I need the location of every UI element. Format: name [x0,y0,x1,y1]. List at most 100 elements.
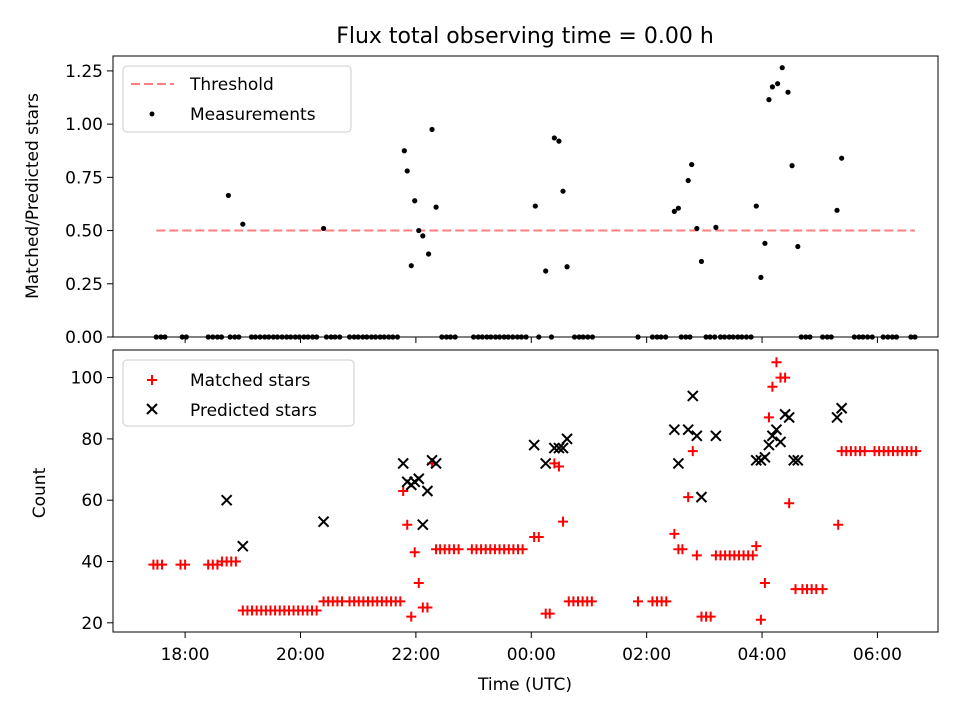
bottom-legend: Matched stars Predicted stars [122,359,355,427]
matched-star-point [755,614,766,625]
matched-star-point [517,544,528,555]
measurement-point [412,198,418,204]
matched-star-point [780,372,791,383]
measurement-point [820,334,826,340]
predicted-star-point [835,402,848,414]
top-y-tick-label: 1.25 [65,62,103,82]
measurement-point [514,334,521,340]
measurement-point [284,334,290,340]
measurement-point [479,334,485,340]
top-panel-title: Flux total observing time = 0.00 h [336,24,714,49]
measurement-point [158,334,164,340]
bottom-y-tick-label: 20 [81,614,103,634]
measurement-point [377,334,383,340]
matched-star-point [747,550,758,561]
measurement-point [824,334,830,340]
predicted-star-point [687,390,699,402]
measurement-point [408,263,414,269]
matched-star-point [705,611,716,622]
predicted-star-point [774,436,787,448]
predicted-star-point [421,485,434,497]
measurement-point [635,334,641,340]
matched-star-point [763,412,774,423]
matched-star-point [409,547,420,558]
measurement-point [654,334,660,340]
measurements-legend-swatch [149,111,155,117]
measurement-point [889,334,896,340]
bottom-x-tick-label: 00:00 [507,645,556,665]
matched-star-point [751,541,762,552]
count-points [148,357,922,625]
measurement-point [218,334,225,340]
matched-star-point [311,605,322,616]
bottom-y-tick-label: 40 [81,553,103,573]
measurement-point [372,334,379,340]
measurement-point [401,148,407,154]
measurement-point [214,334,221,340]
measurement-point [439,334,445,340]
predicted-star-point [792,454,804,467]
measurement-point [240,221,246,227]
top-y-tick-label: 0.75 [65,168,103,188]
measurement-point [205,334,211,340]
x-axis-label: Time (UTC) [477,675,572,695]
measurement-point [560,188,566,194]
predicted-legend-label: Predicted stars [190,401,317,421]
measurement-point [726,334,732,340]
measurement-point [713,224,719,230]
measurement-point [364,334,370,340]
bottom-panel-frame [112,349,939,633]
measurement-point [332,334,338,340]
predicted-star-point [413,473,425,485]
measurement-point [225,192,231,199]
measurement-point [296,334,302,340]
measurement-point [739,334,745,340]
matched-star-point [398,486,409,496]
measurement-point [769,84,776,90]
matched-star-point [395,596,406,607]
predicted-star-point [317,515,330,528]
predicted-star-point [695,491,708,503]
matched-star-point [230,556,241,567]
top-y-tick-label: 0.25 [65,275,103,295]
top-y-tick-label: 0.00 [65,328,103,348]
predicted-star-point [682,423,694,436]
measurement-point [210,334,216,340]
bottom-y-axis: 20 40 60 80 100 [71,369,113,634]
measurement-point [288,334,294,340]
matched-star-point [771,357,782,368]
bottom-x-tick-label: 04:00 [738,645,787,665]
measurement-point [252,334,259,340]
matched-star-point [759,577,770,588]
measurement-point [687,334,693,340]
measurement-point [678,334,684,340]
measurement-point [310,334,316,340]
matched-star-point [413,577,424,588]
measurement-point [386,334,392,340]
predicted-star-point [710,430,722,442]
measurement-point [381,334,387,340]
measurement-point [270,334,276,340]
matched-star-point [553,461,564,472]
bottom-y-tick-label: 100 [71,369,103,389]
bottom-x-tick-label: 22:00 [391,645,440,665]
matched-star-point [859,446,870,457]
bottom-y-tick-label: 60 [81,491,103,511]
matched-star-point [633,596,643,607]
measurement-point [279,334,285,340]
measurement-point [179,334,185,340]
matched-star-point [767,381,778,392]
measurement-point [305,334,311,340]
measurement-point [758,274,764,280]
measurement-point [548,334,555,340]
measurement-point [556,138,562,144]
matched-star-point [677,544,688,555]
top-panel-ylabel: Matched/Predicted stars [23,93,43,299]
bottom-x-tick-label: 02:00 [622,645,671,665]
measurement-point [351,334,357,340]
matched-star-point [533,531,544,542]
measurement-point [536,334,542,340]
measurement-point [320,225,327,232]
measurement-point [496,334,503,340]
